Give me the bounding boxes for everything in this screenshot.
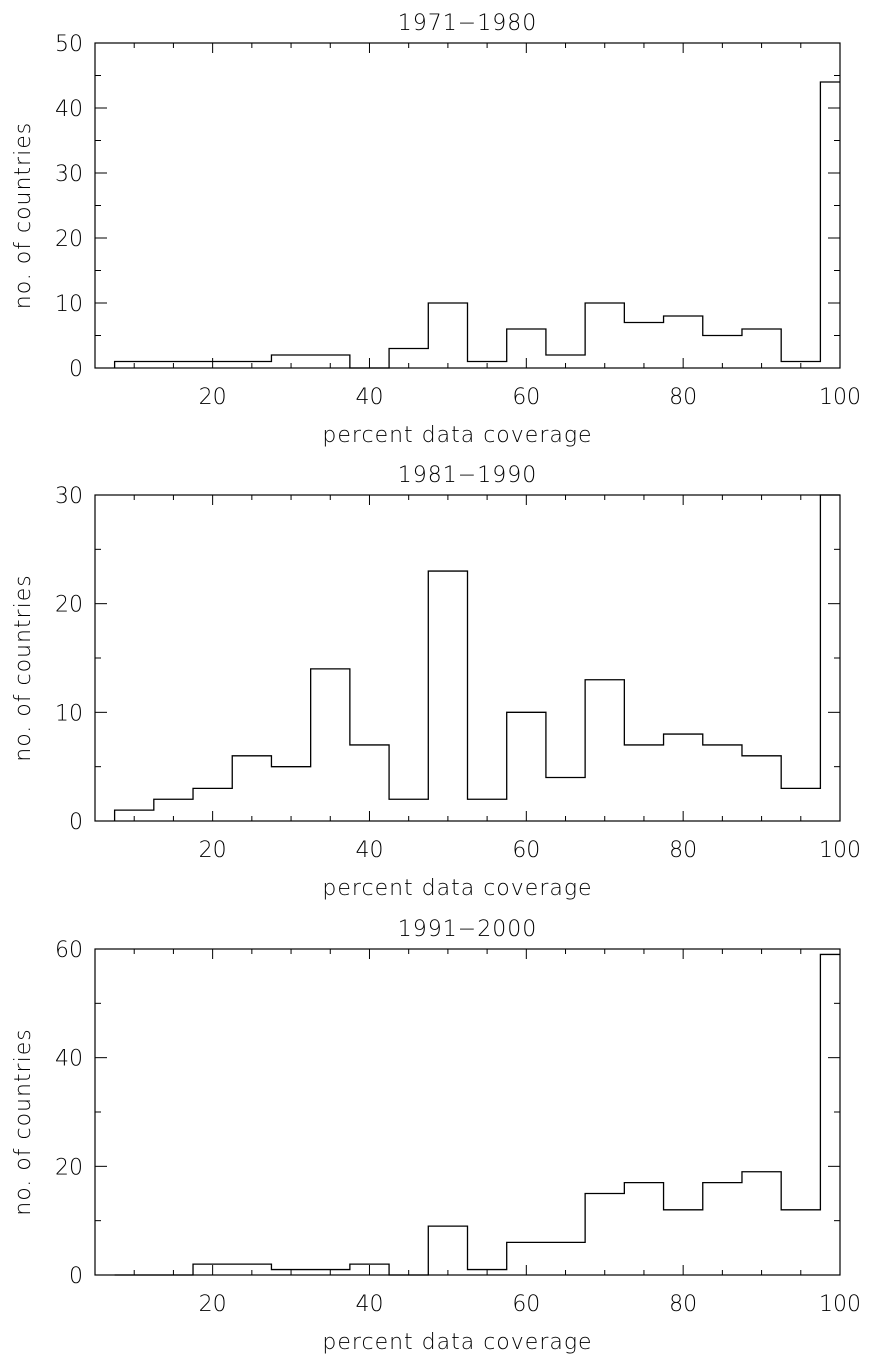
x-tick-label: 60 <box>512 385 540 410</box>
y-tick-label: 0 <box>69 357 83 382</box>
histogram-bin <box>742 329 781 368</box>
histogram-bin <box>742 1172 781 1275</box>
histogram-bin <box>271 767 310 821</box>
histogram-bin <box>624 745 663 821</box>
y-tick-label: 60 <box>55 938 83 963</box>
histogram-bin <box>585 680 624 821</box>
x-tick-label: 100 <box>819 838 861 863</box>
y-tick-label: 30 <box>55 162 83 187</box>
histogram-bin <box>350 745 389 821</box>
panel-title: 1991−2000 <box>398 917 537 942</box>
histogram-outline <box>115 82 840 368</box>
y-tick-label: 40 <box>55 97 83 122</box>
y-tick-label: 10 <box>55 701 83 726</box>
y-tick-label: 10 <box>55 292 83 317</box>
histogram-bin <box>311 669 350 821</box>
histogram-bin <box>624 323 663 369</box>
y-tick-label: 0 <box>69 1264 83 1289</box>
x-tick-label: 40 <box>355 1292 383 1317</box>
x-tick-label: 60 <box>512 1292 540 1317</box>
y-tick-label: 30 <box>55 484 83 509</box>
x-tick-label: 20 <box>199 838 227 863</box>
histogram-bin <box>585 1194 624 1276</box>
histogram-bin <box>820 954 840 1275</box>
x-tick-label: 100 <box>819 385 861 410</box>
y-tick-label: 20 <box>55 593 83 618</box>
x-tick-label: 20 <box>199 385 227 410</box>
histogram-bin <box>428 571 467 821</box>
y-axis-title: no. of countries <box>11 574 36 761</box>
x-tick-label: 80 <box>669 838 697 863</box>
histogram-bin <box>428 303 467 368</box>
x-tick-label: 20 <box>199 1292 227 1317</box>
x-axis-title: percent data coverage <box>322 1330 592 1355</box>
panel-title: 1981−1990 <box>398 463 537 488</box>
histogram-bin <box>546 778 585 821</box>
histogram-bin <box>507 712 546 821</box>
y-axis-title: no. of countries <box>11 122 36 309</box>
x-tick-label: 60 <box>512 838 540 863</box>
histogram-panel-1981-1990: 1981−1990 percent data coverage no. of c… <box>11 463 861 901</box>
y-tick-label: 20 <box>55 1155 83 1180</box>
x-axis-title: percent data coverage <box>322 423 592 448</box>
histogram-bin <box>624 1183 663 1275</box>
histogram-bin <box>781 1210 820 1275</box>
histogram-bin <box>703 1183 742 1275</box>
x-tick-label: 100 <box>819 1292 861 1317</box>
y-tick-label: 50 <box>55 32 83 57</box>
panel-title: 1971−1980 <box>398 11 537 36</box>
y-tick-label: 20 <box>55 227 83 252</box>
histogram-bin <box>428 1226 467 1275</box>
histogram-bin <box>664 734 703 821</box>
histogram-bin <box>232 756 271 821</box>
histogram-panel-1991-2000: 1991−2000 percent data coverage no. of c… <box>11 917 861 1355</box>
histogram-bin <box>703 745 742 821</box>
x-tick-label: 80 <box>669 1292 697 1317</box>
y-axis-title: no. of countries <box>11 1028 36 1215</box>
x-tick-label: 80 <box>669 385 697 410</box>
x-tick-label: 40 <box>355 385 383 410</box>
x-axis-title: percent data coverage <box>322 876 592 901</box>
histogram-bin <box>742 756 781 821</box>
histogram-panel-1971-1980: 1971−1980 percent data coverage no. of c… <box>11 11 861 448</box>
histogram-bin <box>820 82 840 368</box>
y-tick-label: 40 <box>55 1047 83 1072</box>
y-tick-label: 0 <box>69 810 83 835</box>
x-tick-label: 40 <box>355 838 383 863</box>
histogram-bin <box>585 303 624 368</box>
